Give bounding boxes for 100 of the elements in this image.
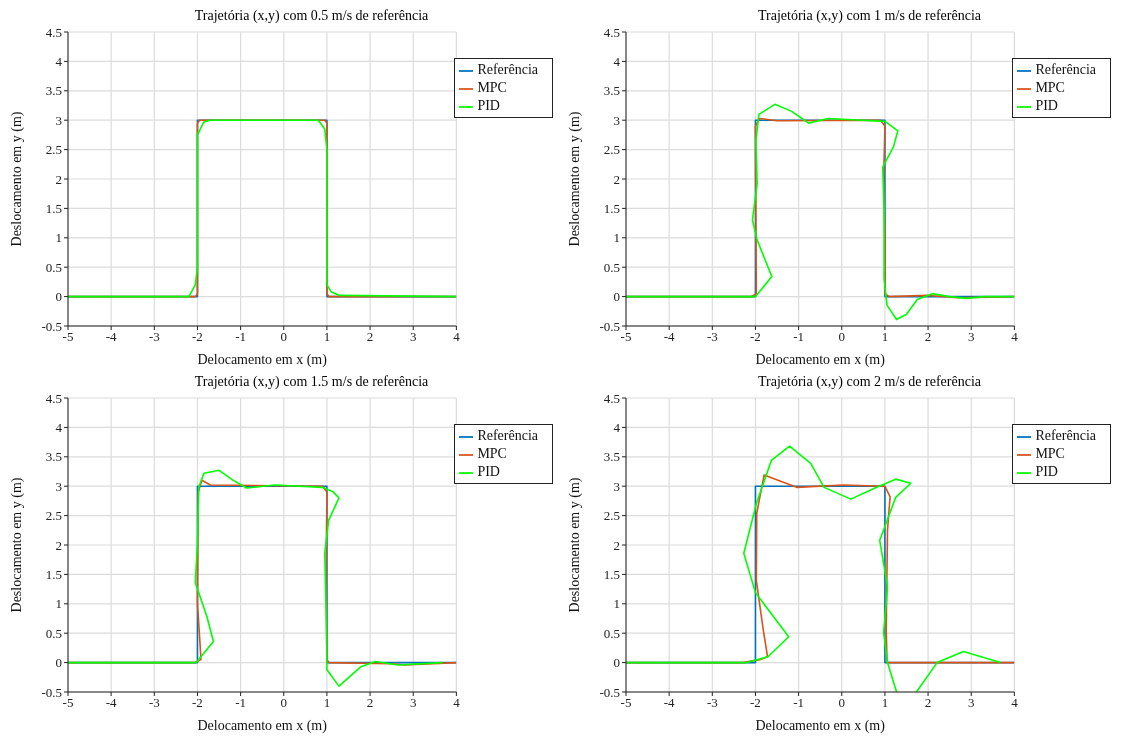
x-tick-label: -3 bbox=[706, 695, 718, 711]
y-tick-label: 3.5 bbox=[45, 83, 62, 99]
y-tick-label: 1 bbox=[613, 596, 620, 612]
y-tick-label: 0.5 bbox=[45, 259, 62, 275]
x-tick-label: -5 bbox=[620, 695, 632, 711]
legend-label: Referência bbox=[1035, 428, 1096, 443]
chart-title: Trajetória (x,y) com 2 m/s de referência bbox=[757, 374, 982, 391]
legend-label: PID bbox=[1035, 98, 1058, 113]
y-tick-label: 2 bbox=[613, 171, 620, 187]
y-tick-label: 2.5 bbox=[45, 142, 62, 158]
y-tick-label: 4.5 bbox=[603, 390, 620, 406]
x-tick-label: 2 bbox=[924, 329, 932, 345]
y-tick-label: 4.5 bbox=[45, 24, 62, 40]
legend-label: PID bbox=[477, 464, 500, 479]
x-tick-label: -1 bbox=[235, 329, 247, 345]
x-tick-label: -5 bbox=[620, 329, 632, 345]
x-tick-label: -2 bbox=[750, 695, 761, 711]
x-tick-label: 3 bbox=[967, 695, 975, 711]
x-tick-label: -2 bbox=[192, 695, 203, 711]
x-tick-label: 4 bbox=[1011, 329, 1019, 345]
chart-title: Trajetória (x,y) com 1 m/s de referência bbox=[757, 8, 982, 25]
y-tick-label: 4 bbox=[613, 420, 621, 436]
x-axis-title: Delocamento em x (m) bbox=[197, 718, 328, 734]
x-tick-label: -4 bbox=[663, 695, 676, 711]
legend-label: Referência bbox=[477, 62, 538, 77]
y-tick-label: 1.5 bbox=[45, 201, 62, 217]
y-axis-title: Deslocamento em y (m) bbox=[566, 111, 583, 247]
y-tick-label: 1 bbox=[613, 230, 620, 246]
y-tick-label: 0.5 bbox=[603, 625, 620, 641]
x-tick-label: 4 bbox=[453, 329, 461, 345]
y-tick-label: 2.5 bbox=[603, 142, 620, 158]
y-tick-label: 0 bbox=[55, 289, 62, 305]
legend-label: MPC bbox=[1035, 80, 1065, 95]
y-tick-label: 2.5 bbox=[45, 508, 62, 524]
y-tick-label: 3 bbox=[55, 478, 62, 494]
y-tick-label: 1.5 bbox=[603, 201, 620, 217]
x-tick-label: -5 bbox=[62, 695, 74, 711]
y-tick-label: 4 bbox=[55, 54, 63, 70]
x-tick-label: 1 bbox=[881, 329, 889, 345]
x-tick-label: 4 bbox=[1011, 695, 1019, 711]
x-axis-title: Delocamento em x (m) bbox=[755, 718, 886, 734]
x-tick-label: -4 bbox=[105, 695, 118, 711]
x-tick-label: -1 bbox=[793, 329, 805, 345]
x-tick-label: 3 bbox=[409, 329, 417, 345]
x-tick-label: 2 bbox=[366, 695, 374, 711]
legend-label: Referência bbox=[1035, 62, 1096, 77]
y-tick-label: 2.5 bbox=[603, 508, 620, 524]
x-tick-label: 0 bbox=[838, 329, 846, 345]
chart-title: Trajetória (x,y) com 0.5 m/s de referência bbox=[193, 8, 430, 25]
x-tick-label: -1 bbox=[235, 695, 247, 711]
y-tick-label: 3 bbox=[613, 112, 620, 128]
y-tick-label: 4 bbox=[613, 54, 621, 70]
y-tick-label: 4 bbox=[55, 420, 63, 436]
y-tick-label: 2 bbox=[613, 537, 620, 553]
y-axis-title: Deslocamento em y (m) bbox=[566, 477, 583, 613]
x-tick-label: -4 bbox=[105, 329, 118, 345]
x-tick-label: 0 bbox=[838, 695, 846, 711]
y-tick-label: -0.5 bbox=[41, 684, 62, 700]
y-tick-label: 0.5 bbox=[45, 625, 62, 641]
y-tick-label: 2 bbox=[55, 537, 62, 553]
y-tick-label: 1 bbox=[55, 230, 62, 246]
x-tick-label: 0 bbox=[280, 329, 288, 345]
x-tick-label: -5 bbox=[62, 329, 74, 345]
x-axis-title: Delocamento em x (m) bbox=[197, 352, 328, 368]
x-tick-label: -1 bbox=[793, 695, 805, 711]
y-tick-label: 0 bbox=[613, 655, 620, 671]
legend-label: PID bbox=[1035, 464, 1058, 479]
y-tick-label: 3.5 bbox=[603, 449, 620, 465]
x-tick-label: -4 bbox=[663, 329, 676, 345]
x-tick-label: -2 bbox=[750, 329, 761, 345]
x-tick-label: 1 bbox=[881, 695, 889, 711]
y-tick-label: -0.5 bbox=[599, 684, 620, 700]
x-axis-title: Delocamento em x (m) bbox=[755, 352, 886, 368]
y-tick-label: 0.5 bbox=[603, 259, 620, 275]
y-tick-label: 4.5 bbox=[45, 390, 62, 406]
x-tick-label: 3 bbox=[409, 695, 417, 711]
legend-label: PID bbox=[477, 98, 500, 113]
y-tick-label: 2 bbox=[55, 171, 62, 187]
y-tick-label: 1.5 bbox=[45, 567, 62, 583]
x-tick-label: -2 bbox=[192, 329, 203, 345]
y-axis-title: Deslocamento em y (m) bbox=[8, 111, 25, 247]
x-tick-label: 3 bbox=[967, 329, 975, 345]
x-tick-label: -3 bbox=[148, 695, 160, 711]
y-tick-label: 3.5 bbox=[603, 83, 620, 99]
y-tick-label: 3 bbox=[55, 112, 62, 128]
legend-label: MPC bbox=[477, 446, 507, 461]
y-tick-label: 4.5 bbox=[603, 24, 620, 40]
y-tick-label: 0 bbox=[55, 655, 62, 671]
x-tick-label: 4 bbox=[453, 695, 461, 711]
legend-label: Referência bbox=[477, 428, 538, 443]
y-tick-label: -0.5 bbox=[41, 318, 62, 334]
legend-label: MPC bbox=[477, 80, 507, 95]
y-tick-label: 3 bbox=[613, 478, 620, 494]
y-axis-title: Deslocamento em y (m) bbox=[8, 477, 25, 613]
y-tick-label: 0 bbox=[613, 289, 620, 305]
y-tick-label: -0.5 bbox=[599, 318, 620, 334]
y-tick-label: 3.5 bbox=[45, 449, 62, 465]
x-tick-label: 0 bbox=[280, 695, 288, 711]
y-tick-label: 1 bbox=[55, 596, 62, 612]
y-tick-label: 1.5 bbox=[603, 567, 620, 583]
